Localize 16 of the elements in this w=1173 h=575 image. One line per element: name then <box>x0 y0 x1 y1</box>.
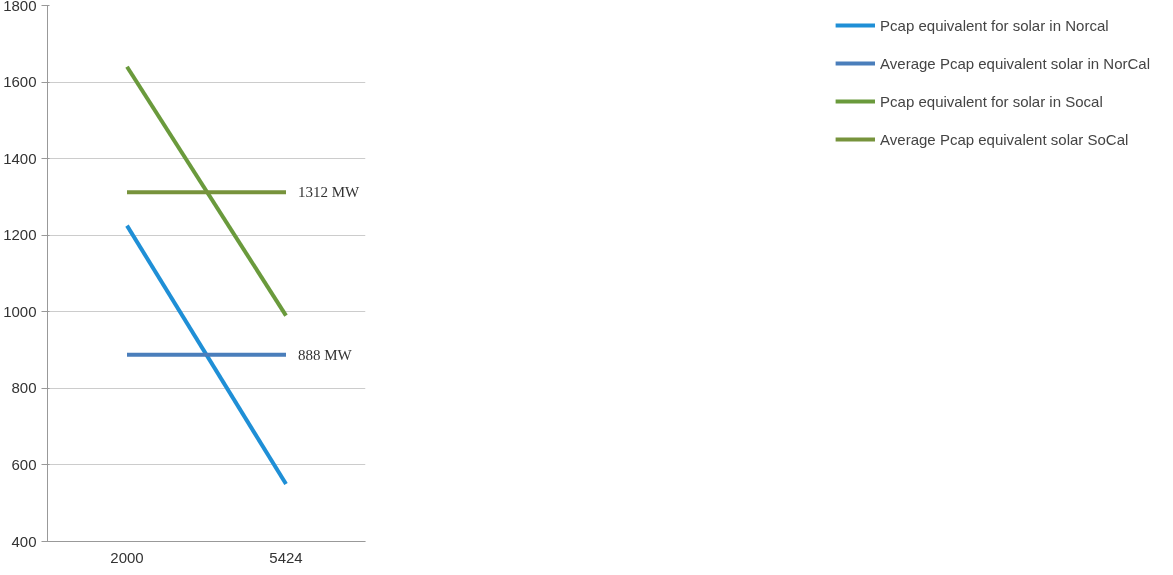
data-label: 1312 MW <box>298 184 361 201</box>
y-tick-label: 1800 <box>3 0 37 14</box>
legend-label: Pcap equivalent for solar in Norcal <box>880 16 1109 34</box>
y-tick-label: 1600 <box>3 73 37 91</box>
legend-label: Pcap equivalent for solar in Socal <box>880 92 1103 110</box>
y-tick-label: 1200 <box>3 226 37 244</box>
legend-label: Average Pcap equivalent solar SoCal <box>880 130 1129 148</box>
data-label: 888 MW <box>298 346 353 363</box>
x-tick-label: 5424 <box>269 548 303 566</box>
legend-label: Average Pcap equivalent solar in NorCal <box>880 54 1150 72</box>
y-tick-label: 600 <box>11 455 37 473</box>
x-tick-label: 2000 <box>110 548 144 566</box>
y-tick-label: 1000 <box>3 302 37 320</box>
y-tick-label: 1400 <box>3 149 37 167</box>
y-tick-label: 400 <box>11 532 37 550</box>
y-tick-label: 800 <box>11 379 37 397</box>
